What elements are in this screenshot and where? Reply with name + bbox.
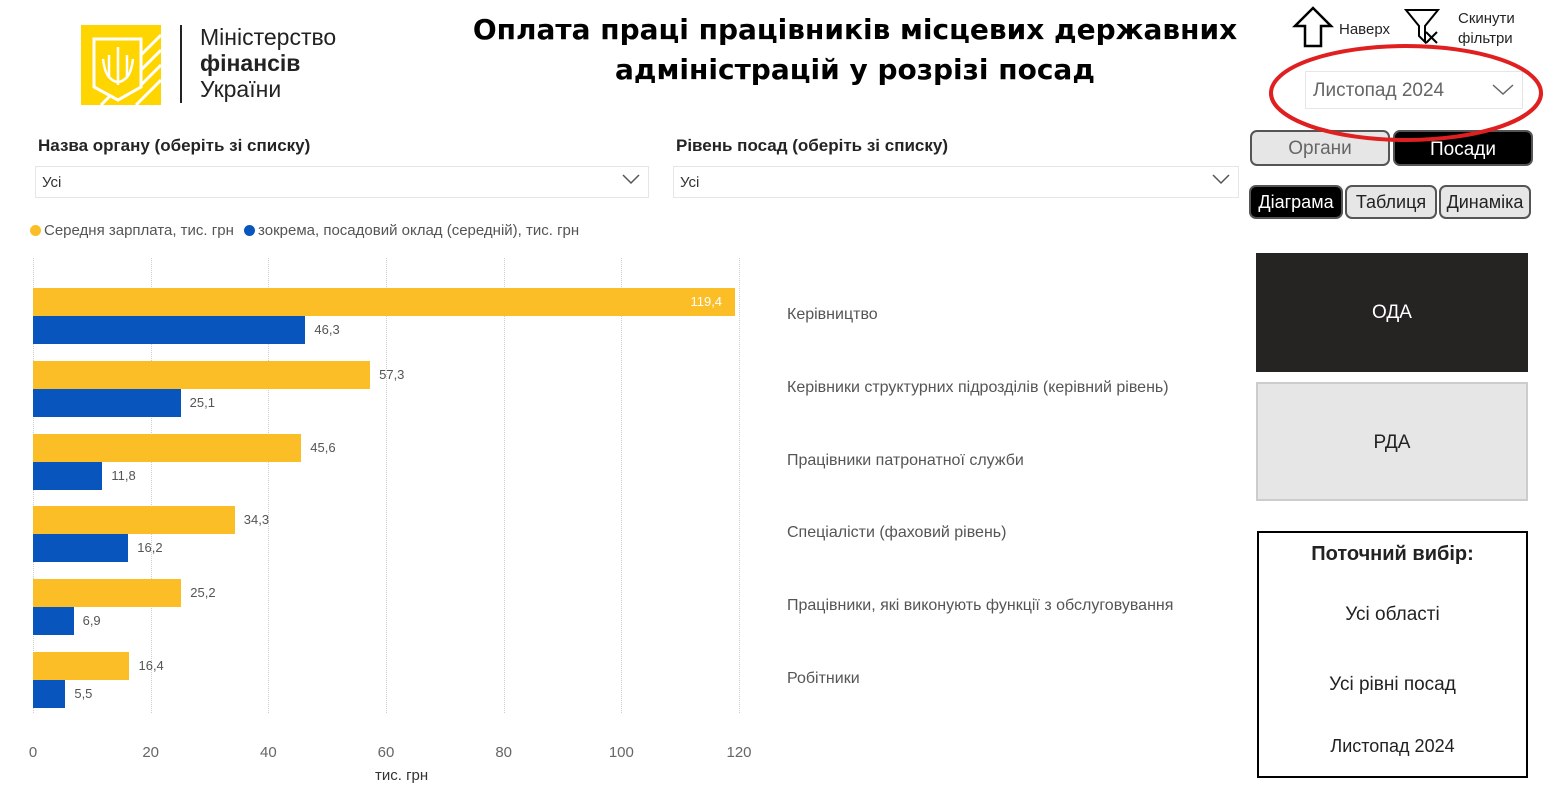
tab-bodies[interactable]: Органи xyxy=(1250,130,1390,166)
data-label: 11,8 xyxy=(111,467,136,483)
selection-region: Усі області xyxy=(1345,604,1440,625)
logo-line-3: України xyxy=(200,76,282,102)
data-label: 45,6 xyxy=(310,439,336,455)
data-label: 119,4 xyxy=(690,294,723,309)
data-label: 34,3 xyxy=(243,512,270,528)
page-title: Оплата праці працівників місцевих держав… xyxy=(472,13,1238,86)
data-label: 5,5 xyxy=(74,686,93,701)
gridline xyxy=(150,258,152,713)
data-label: 46,3 xyxy=(314,322,340,337)
tab-chart[interactable]: Діаграма xyxy=(1249,185,1343,219)
category-label: Працівники патронатної служби xyxy=(787,451,1024,469)
gridline xyxy=(739,258,740,713)
tab-table[interactable]: Таблиця xyxy=(1345,185,1437,219)
tile-rda[interactable]: РДА xyxy=(1256,382,1528,501)
level-filter-value: Усі xyxy=(680,174,700,191)
tab-positions[interactable]: Посади xyxy=(1393,130,1533,166)
selection-title: Поточний вибір: xyxy=(1311,543,1474,565)
data-label: 57,3 xyxy=(379,366,405,382)
selection-level: Усі рівні посад xyxy=(1329,674,1456,695)
gridline xyxy=(386,258,387,713)
category-label: Спеціалісти (фаховий рівень) xyxy=(787,524,1007,542)
bar-base-salary[interactable] xyxy=(33,680,66,708)
x-tick-label: 80 xyxy=(495,744,512,761)
bar-avg-salary[interactable] xyxy=(33,288,736,316)
data-label: 6,9 xyxy=(82,613,101,629)
ministry-name: Міністерство фінансів України xyxy=(200,24,336,102)
up-button[interactable]: Наверх xyxy=(1292,6,1397,48)
chart-legend: Середня зарплата, тис. грн зокрема, поса… xyxy=(30,222,579,239)
category-label: Керівництво xyxy=(787,306,878,323)
body-filter-select[interactable]: Усі xyxy=(35,166,649,198)
trident-emblem-icon xyxy=(81,25,163,107)
bar-avg-salary[interactable] xyxy=(33,433,302,462)
data-label: 16,4 xyxy=(138,658,164,673)
current-selection-card: Поточний вибір: Усі області Усі рівні по… xyxy=(1257,531,1528,778)
data-label: 16,2 xyxy=(137,540,163,556)
legend-base: зокрема, посадовий оклад (середній), тис… xyxy=(258,222,580,239)
logo-divider xyxy=(180,25,182,103)
bar-avg-salary[interactable] xyxy=(33,579,182,608)
category-label: Керівники структурних підрозділів (керів… xyxy=(787,378,1169,396)
bar-base-salary[interactable] xyxy=(33,388,181,417)
up-label: Наверх xyxy=(1339,21,1390,38)
gridline xyxy=(268,258,270,713)
arrow-up-icon xyxy=(1292,6,1334,48)
x-tick-label: 0 xyxy=(28,744,38,761)
bar-base-salary[interactable] xyxy=(33,461,103,490)
legend-marker-base xyxy=(244,225,256,236)
x-tick-label: 120 xyxy=(726,744,752,761)
chevron-down-icon xyxy=(622,174,640,185)
category-label: Робітники xyxy=(787,670,860,687)
tab-dynamics[interactable]: Динаміка xyxy=(1439,185,1531,219)
category-label: Працівники, які виконують функції з обсл… xyxy=(787,597,1174,615)
tile-oda[interactable]: ОДА xyxy=(1256,253,1528,372)
logo-line-1: Міністерство xyxy=(200,24,337,50)
gridline xyxy=(503,258,505,713)
bar-avg-salary[interactable] xyxy=(33,506,235,535)
legend-marker-salary xyxy=(30,225,41,236)
chevron-down-icon xyxy=(1212,174,1230,185)
body-filter-value: Усі xyxy=(42,174,62,191)
bar-base-salary[interactable] xyxy=(33,607,74,636)
legend-salary: Середня зарплата, тис. грн xyxy=(44,222,234,239)
reset-filters-button[interactable]: Скинути фільтри xyxy=(1404,6,1534,48)
x-axis-label: тис. грн xyxy=(375,767,429,784)
body-filter-label: Назва органу (оберіть зі списку) xyxy=(38,136,311,155)
filter-clear-icon xyxy=(1404,9,1441,45)
x-tick-label: 40 xyxy=(259,744,277,761)
logo-line-2: фінансів xyxy=(200,50,301,76)
level-filter-label: Рівень посад (оберіть зі списку) xyxy=(676,136,948,155)
ministry-logo xyxy=(81,25,163,107)
bar-avg-salary[interactable] xyxy=(33,652,130,680)
gridline xyxy=(621,258,623,713)
x-tick-label: 60 xyxy=(377,744,395,761)
bar-base-salary[interactable] xyxy=(33,316,306,344)
data-label: 25,2 xyxy=(190,585,216,601)
data-label: 25,1 xyxy=(189,394,215,410)
bar-avg-salary[interactable] xyxy=(33,360,371,389)
bar-chart: 0 20 40 60 80 100 120 119,4 46,3 Керівництво 57,3 2… xyxy=(28,258,1174,761)
selection-period: Листопад 2024 xyxy=(1330,736,1455,756)
x-tick-label: 100 xyxy=(608,744,634,761)
level-filter-select[interactable]: Усі xyxy=(673,166,1239,198)
bar-base-salary[interactable] xyxy=(33,534,129,563)
reset-label: Скинути фільтри xyxy=(1458,10,1515,47)
x-tick-label: 20 xyxy=(142,744,159,761)
